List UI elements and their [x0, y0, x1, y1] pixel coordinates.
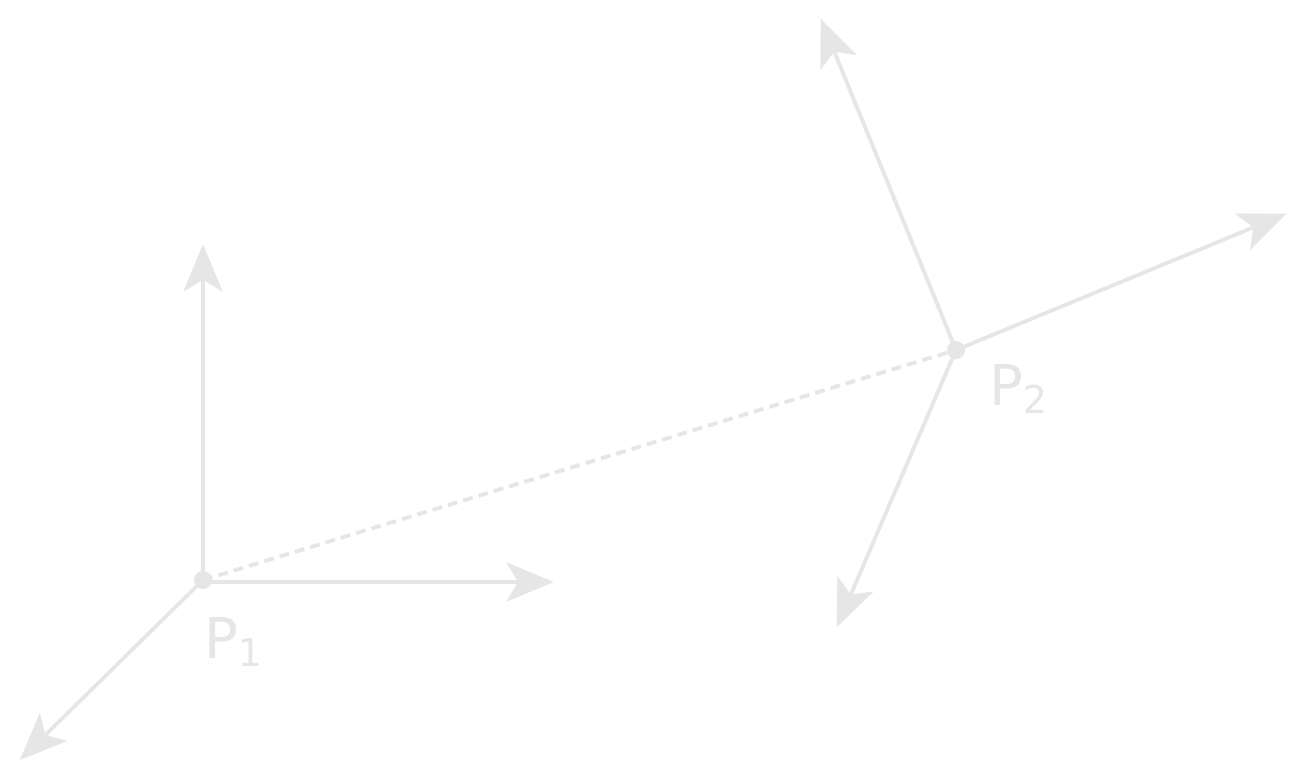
p1-axis-down-left-arrow [19, 578, 205, 761]
p2-origin-dot [947, 341, 965, 359]
frame-p2 [820, 18, 1287, 628]
p2-label-letter: P [989, 354, 1023, 419]
p2-axis-down-arrow [836, 349, 958, 628]
p2-axis-right-arrow [955, 213, 1287, 352]
p1-label-subscript: 1 [238, 631, 262, 675]
p2-axis-up-left-arrow [820, 18, 958, 351]
p1-origin-dot [194, 571, 212, 589]
p2-label: P2 [989, 354, 1047, 422]
p1-label: P1 [204, 607, 262, 675]
frame-p1 [19, 244, 554, 761]
p2-label-subscript: 2 [1023, 378, 1047, 422]
p1-label-letter: P [204, 607, 238, 672]
dashed-connector-line [202, 348, 957, 582]
